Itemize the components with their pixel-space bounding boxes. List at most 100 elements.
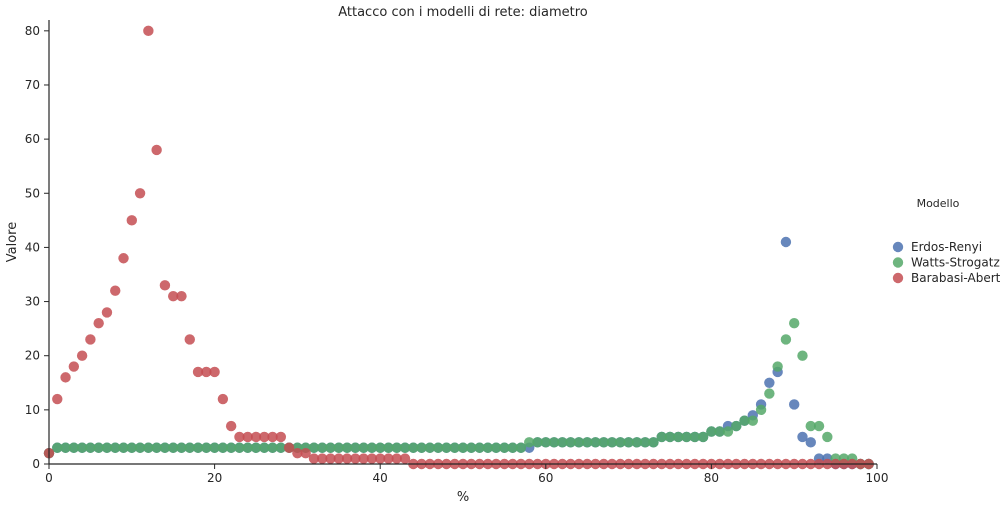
data-point (366, 453, 378, 464)
data-point (615, 437, 626, 448)
y-tick-label: 50 (25, 186, 40, 200)
data-point (300, 447, 311, 459)
data-point (118, 253, 129, 264)
legend-marker (892, 257, 904, 268)
data-point (201, 366, 212, 378)
data-point (350, 442, 361, 453)
y-tick-label: 60 (25, 132, 40, 146)
data-point (573, 437, 585, 448)
legend-item: Erdos-Renyi (892, 240, 982, 254)
data-point (714, 426, 725, 437)
data-point (275, 431, 287, 443)
data-point (557, 437, 568, 448)
legend: Modello Erdos-Renyi Watts-StrogatzBarabas… (892, 197, 1000, 285)
data-point (151, 144, 162, 156)
data-point (722, 426, 734, 437)
data-point (764, 388, 775, 399)
data-point (532, 437, 543, 448)
data-point (805, 420, 816, 432)
x-tick-label: 0 (45, 471, 53, 485)
data-point (250, 431, 262, 443)
y-tick-label: 80 (25, 24, 40, 38)
data-point (383, 442, 394, 453)
data-point (681, 431, 692, 443)
data-point (267, 442, 278, 453)
x-tick-label: 80 (704, 471, 719, 485)
data-point (548, 437, 560, 448)
data-point (250, 442, 262, 453)
data-point (192, 442, 204, 453)
data-point (234, 442, 245, 453)
y-ticks: 0 10 20 30 40 50 60 70 80 (25, 24, 49, 471)
data-point (341, 442, 353, 453)
data-point (85, 442, 96, 453)
data-point (333, 453, 344, 464)
data-point (499, 442, 510, 453)
legend-item: Barabasi-Abert (892, 271, 1000, 285)
legend-label: Barabasi-Abert (911, 271, 1000, 285)
data-point (68, 442, 80, 453)
data-point (805, 437, 816, 448)
data-point (168, 442, 179, 453)
x-axis-label: % (457, 490, 469, 505)
data-point (432, 442, 444, 453)
data-point (267, 431, 278, 443)
data-point (76, 350, 88, 361)
data-point (664, 431, 676, 443)
data-point (217, 393, 229, 405)
points-layer (43, 25, 874, 470)
legend-label: Erdos-Renyi (911, 240, 982, 254)
data-point (590, 437, 601, 448)
data-point (457, 442, 469, 453)
data-point (242, 442, 253, 453)
data-point (474, 442, 485, 453)
series-watts-strogatz (43, 318, 874, 470)
data-point (399, 453, 411, 464)
data-point (259, 442, 270, 453)
data-point (490, 442, 502, 453)
data-point (524, 437, 535, 448)
legend-marker (892, 241, 904, 253)
data-point (101, 307, 113, 318)
data-point (565, 437, 576, 448)
data-point (772, 361, 783, 372)
x-tick-label: 20 (207, 471, 222, 485)
data-point (76, 442, 88, 453)
data-point (697, 431, 709, 443)
series-barabasi-abert (43, 25, 874, 470)
data-point (780, 236, 792, 248)
y-axis-label: Valore (5, 222, 20, 262)
data-point (68, 361, 80, 372)
data-point (689, 431, 701, 443)
data-point (540, 437, 551, 448)
legend-label: Watts-Strogatz (911, 256, 1000, 270)
data-point (85, 334, 96, 345)
data-point (507, 442, 518, 453)
data-point (797, 350, 808, 361)
data-point (325, 453, 336, 464)
series-erdos-renyi (43, 236, 874, 470)
data-point (60, 442, 71, 453)
data-point (383, 453, 394, 464)
data-point (350, 453, 361, 464)
data-point (159, 442, 171, 453)
y-tick-label: 70 (25, 78, 40, 92)
data-point (441, 442, 452, 453)
data-point (606, 437, 618, 448)
chart-title: Attacco con i modelli di rete: diametro (338, 5, 588, 20)
data-point (93, 442, 104, 453)
legend-marker (892, 272, 904, 284)
data-point (184, 334, 195, 345)
data-point (118, 442, 129, 453)
data-point (424, 442, 436, 453)
data-point (234, 431, 245, 443)
data-point (341, 453, 353, 464)
data-point (358, 453, 369, 464)
data-point (225, 420, 237, 432)
data-point (375, 453, 386, 464)
data-point (366, 442, 378, 453)
data-point (673, 431, 684, 443)
data-point (466, 442, 477, 453)
data-point (192, 366, 204, 378)
